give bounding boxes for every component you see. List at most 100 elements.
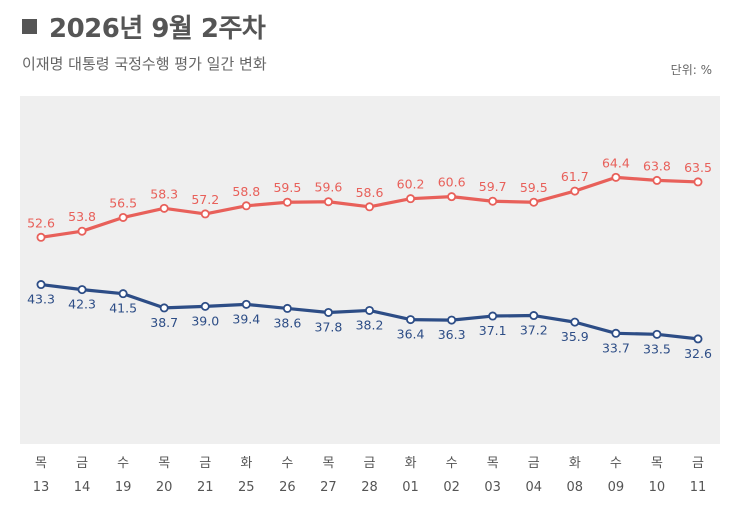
chart-header: 2026년 9월 2주차 이재명 대통령 국정수행 평가 일간 변화 단위: % <box>0 0 740 90</box>
data-label-negative: 38.6 <box>273 315 301 330</box>
data-point-negative <box>323 307 333 317</box>
data-label-positive: 58.6 <box>356 185 384 200</box>
data-point-negative <box>200 301 210 311</box>
x-tick-day: 목 <box>651 456 663 471</box>
data-point-negative <box>447 315 457 325</box>
x-tick-date: 13 <box>33 480 50 495</box>
data-point-positive <box>77 226 87 236</box>
data-point-positive <box>611 172 621 182</box>
x-tick-day: 화 <box>405 456 417 471</box>
data-point-positive <box>570 186 580 196</box>
data-point-positive <box>488 196 498 206</box>
plot-background <box>20 96 720 444</box>
data-label-positive: 63.5 <box>684 160 712 175</box>
data-label-negative: 37.2 <box>520 323 548 338</box>
data-label-negative: 36.4 <box>397 327 425 342</box>
data-label-negative: 41.5 <box>109 301 137 316</box>
x-tick-day: 수 <box>281 456 293 471</box>
chart-title: 2026년 9월 2주차 <box>49 14 266 44</box>
data-point-negative <box>693 334 703 344</box>
data-label-negative: 35.9 <box>561 329 589 344</box>
x-tick-date: 03 <box>484 480 501 495</box>
x-tick-date: 28 <box>361 480 378 495</box>
data-point-positive <box>529 197 539 207</box>
data-point-negative <box>282 303 292 313</box>
data-point-negative <box>570 317 580 327</box>
x-tick-day: 금 <box>76 456 88 471</box>
x-tick-day: 금 <box>692 456 704 471</box>
x-tick-date: 27 <box>320 480 337 495</box>
x-tick-date: 26 <box>279 480 296 495</box>
data-point-negative <box>611 328 621 338</box>
data-label-negative: 39.0 <box>191 313 219 328</box>
x-tick-day: 금 <box>364 456 376 471</box>
data-point-negative <box>118 289 128 299</box>
data-point-negative <box>364 305 374 315</box>
x-tick-day: 금 <box>528 456 540 471</box>
data-label-positive: 59.7 <box>479 179 507 194</box>
data-point-positive <box>200 209 210 219</box>
data-point-positive <box>447 192 457 202</box>
data-label-negative: 42.3 <box>68 297 96 312</box>
x-tick-date: 08 <box>567 480 584 495</box>
data-label-negative: 39.4 <box>232 311 260 326</box>
x-tick-date: 21 <box>197 480 214 495</box>
data-point-negative <box>77 285 87 295</box>
data-point-negative <box>159 303 169 313</box>
title-square-icon <box>22 19 37 34</box>
data-point-positive <box>693 177 703 187</box>
data-label-negative: 37.1 <box>479 323 507 338</box>
x-tick-date: 11 <box>690 480 707 495</box>
data-label-negative: 43.3 <box>27 292 55 307</box>
x-tick-day: 목 <box>35 456 47 471</box>
data-point-positive <box>241 201 251 211</box>
data-label-positive: 63.8 <box>643 158 671 173</box>
data-point-negative <box>36 280 46 290</box>
x-tick-date: 19 <box>115 480 132 495</box>
x-tick-date: 10 <box>649 480 666 495</box>
x-tick-day: 수 <box>446 456 458 471</box>
x-tick-day: 수 <box>610 456 622 471</box>
data-point-positive <box>36 232 46 242</box>
data-point-positive <box>323 197 333 207</box>
data-label-positive: 59.5 <box>273 180 301 195</box>
x-tick-day: 화 <box>240 456 252 471</box>
data-label-positive: 64.4 <box>602 155 630 170</box>
data-point-positive <box>652 175 662 185</box>
title-row: 2026년 9월 2주차 <box>22 8 266 45</box>
data-label-positive: 57.2 <box>191 192 219 207</box>
data-point-positive <box>282 197 292 207</box>
data-point-negative <box>652 329 662 339</box>
data-label-negative: 36.3 <box>438 327 466 342</box>
data-point-negative <box>406 315 416 325</box>
data-label-negative: 33.5 <box>643 341 671 356</box>
x-tick-day: 화 <box>569 456 581 471</box>
data-label-negative: 33.7 <box>602 340 630 355</box>
x-tick-date: 09 <box>608 480 625 495</box>
data-label-positive: 58.3 <box>150 186 178 201</box>
data-label-negative: 38.2 <box>356 317 384 332</box>
data-label-positive: 59.6 <box>315 180 343 195</box>
x-tick-date: 04 <box>525 480 542 495</box>
data-label-positive: 53.8 <box>68 209 96 224</box>
data-label-positive: 60.2 <box>397 177 425 192</box>
data-point-positive <box>364 202 374 212</box>
x-tick-date: 14 <box>74 480 91 495</box>
data-label-negative: 32.6 <box>684 346 712 361</box>
data-point-positive <box>406 194 416 204</box>
x-tick-date: 02 <box>443 480 460 495</box>
data-point-negative <box>529 311 539 321</box>
x-tick-day: 목 <box>158 456 170 471</box>
data-label-positive: 60.6 <box>438 175 466 190</box>
data-point-negative <box>241 299 251 309</box>
chart-subtitle: 이재명 대통령 국정수행 평가 일간 변화 <box>22 55 267 73</box>
x-tick-day: 목 <box>487 456 499 471</box>
data-label-negative: 38.7 <box>150 315 178 330</box>
data-point-positive <box>118 212 128 222</box>
x-tick-date: 01 <box>402 480 419 495</box>
data-label-positive: 56.5 <box>109 195 137 210</box>
data-label-negative: 37.8 <box>315 319 343 334</box>
data-label-positive: 52.6 <box>27 215 55 230</box>
x-tick-date: 20 <box>156 480 173 495</box>
